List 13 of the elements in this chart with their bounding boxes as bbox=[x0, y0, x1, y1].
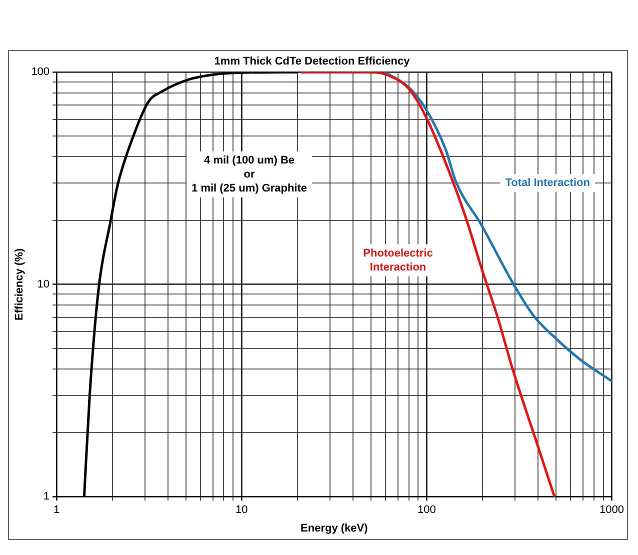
y-tick-label: 100 bbox=[31, 66, 50, 78]
text: Total Interaction bbox=[505, 177, 590, 190]
text: 4 mil (100 um) Be or 1 mil (25 um) Graphite bbox=[192, 154, 308, 194]
x-tick-label: 10 bbox=[236, 504, 248, 516]
text: Photoelectric Interaction bbox=[363, 247, 433, 274]
x-tick-label: 100 bbox=[418, 504, 436, 516]
x-axis-title: Energy (keV) bbox=[300, 522, 368, 534]
y-axis-title: Efficiency (%) bbox=[14, 248, 26, 320]
x-tick-label: 1000 bbox=[600, 504, 624, 516]
x-tick-label: 1 bbox=[53, 504, 60, 516]
chart-title: 1mm Thick CdTe Detection Efficiency bbox=[214, 56, 411, 68]
y-tick-label: 1 bbox=[43, 490, 50, 503]
y-tick-label: 10 bbox=[37, 278, 50, 290]
